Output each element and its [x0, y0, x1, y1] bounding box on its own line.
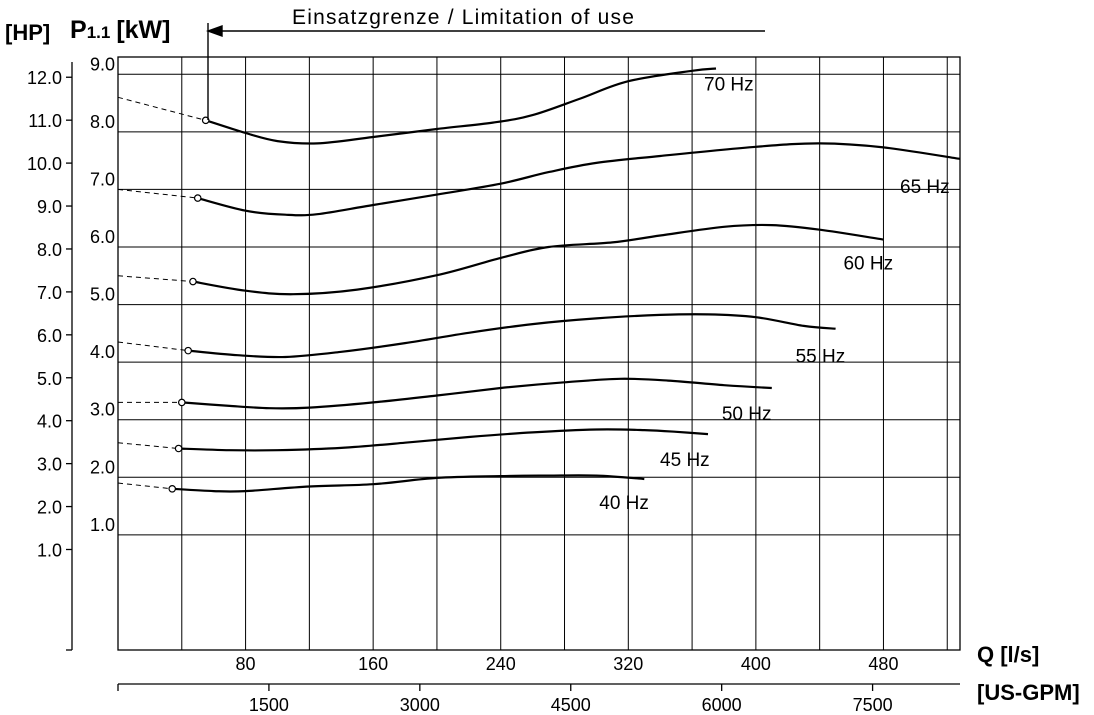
- x-tick-label: 400: [741, 654, 771, 674]
- chart-title: Einsatzgrenze / Limitation of use: [292, 6, 635, 29]
- y-tick-label-hp: 7.0: [37, 283, 62, 303]
- series-line: [172, 474, 645, 493]
- x-axis-label: Q [l/s]: [977, 642, 1039, 667]
- series-label: 70 Hz: [704, 75, 754, 96]
- plot-frame: [117, 56, 961, 651]
- y-tick-label-hp: 6.0: [37, 326, 62, 346]
- x-tick-label: 320: [613, 654, 643, 674]
- x-axis-label-secondary: [US-GPM]: [977, 680, 1080, 705]
- series-extrapolation-dashed: [117, 442, 179, 449]
- y-tick-label-kw: 2.0: [90, 457, 115, 477]
- x-tick-label-secondary: 7500: [853, 695, 893, 715]
- series-extrapolation-dashed: [117, 188, 198, 199]
- x-tick-label: 240: [486, 654, 516, 674]
- y-tick-label-kw: 3.0: [90, 400, 115, 420]
- x-tick-label: 480: [868, 654, 898, 674]
- y-tick-label-hp: 3.0: [37, 455, 62, 475]
- y-symbol: P: [70, 16, 87, 44]
- series-limit-point: [168, 484, 177, 493]
- series-extrapolation-dashed: [117, 275, 193, 283]
- x-tick-label-secondary: 1500: [249, 695, 289, 715]
- series-line: [181, 377, 772, 410]
- series-line: [205, 67, 717, 145]
- y-axis-label: P1.1 [kW]: [70, 16, 170, 44]
- y-tick-label-kw: 6.0: [90, 227, 115, 247]
- y-tick-label-kw: 9.0: [90, 54, 115, 74]
- y-tick-label-hp: 5.0: [37, 369, 62, 389]
- series-limit-point: [189, 277, 197, 286]
- y-tick-label-hp: 12.0: [27, 68, 62, 88]
- series-line: [197, 142, 961, 217]
- y-tick-label-hp: 9.0: [37, 197, 62, 217]
- y-tick-label-kw: 1.0: [90, 515, 115, 535]
- limitation-arrowhead: [205, 25, 223, 37]
- y-tick-label-hp: 4.0: [37, 412, 62, 432]
- series-line: [188, 313, 836, 359]
- y-unit-kw: [kW]: [116, 16, 170, 44]
- series-label: 45 Hz: [660, 450, 710, 471]
- y-tick-label-hp: 1.0: [37, 540, 62, 560]
- y-tick-label-kw: 5.0: [90, 285, 115, 305]
- x-tick-label: 80: [236, 654, 256, 674]
- y-subscript: 1.1: [87, 23, 111, 42]
- y-tick-label-hp: 10.0: [27, 154, 62, 174]
- y-unit-hp: [HP]: [5, 20, 50, 45]
- chart-axes: [66, 62, 960, 691]
- y-tick-label-kw: 4.0: [90, 342, 115, 362]
- x-tick-label-secondary: 6000: [702, 695, 742, 715]
- x-tick-label-secondary: 4500: [551, 695, 591, 715]
- limitation-marker: [205, 23, 765, 120]
- x-tick-label-secondary: 3000: [400, 695, 440, 715]
- y-tick-label-hp: 2.0: [37, 498, 62, 518]
- series-extrapolation-dashed: [117, 96, 206, 121]
- y-tick-label-kw: 7.0: [90, 169, 115, 189]
- series-label: 55 Hz: [796, 347, 846, 368]
- series-label: 50 Hz: [722, 404, 772, 425]
- tick-labels: 1500 3000 4500 6000 7500 1.0 2.0 3.0 4.0 5.0 6.0 7.…: [27, 54, 899, 715]
- series-limit-point: [193, 194, 202, 202]
- series-extrapolation-dashed: [117, 341, 189, 352]
- series-line: [192, 223, 884, 296]
- series-limit-point: [184, 346, 192, 355]
- series-labels: 70 Hz 65 Hz 60 Hz 55 Hz 50 Hz 45 Hz 40 Hz: [599, 75, 949, 514]
- series-label: 60 Hz: [843, 254, 893, 275]
- series-label: 40 Hz: [599, 493, 649, 514]
- series-limit-point: [177, 398, 186, 407]
- y-tick-label-hp: 11.0: [28, 111, 62, 131]
- series-label: 65 Hz: [900, 177, 950, 198]
- x-tick-label: 160: [358, 654, 388, 674]
- series-extrapolation-dashed: [117, 482, 173, 490]
- y-tick-label-kw: 8.0: [90, 112, 115, 132]
- y-tick-label-hp: 8.0: [37, 240, 62, 260]
- series-limit-point: [174, 444, 183, 453]
- series-line: [178, 428, 709, 452]
- series-layer: [117, 67, 961, 493]
